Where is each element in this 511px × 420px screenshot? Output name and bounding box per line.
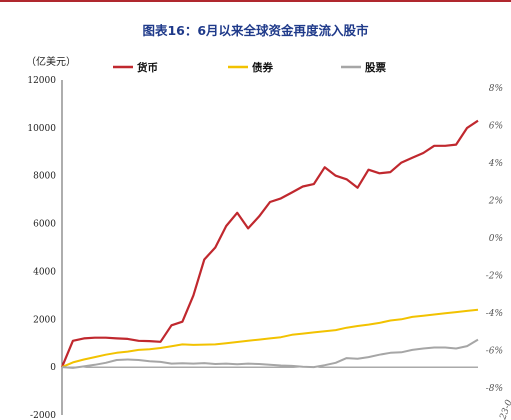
y2-tick-label: 0% [489, 234, 503, 244]
y2-tick-label: 8% [489, 84, 503, 94]
y-tick-label: 6000 [33, 220, 56, 230]
y2-tick-label: 2% [488, 197, 503, 207]
y-tick-label: 12000 [27, 76, 56, 86]
y2-tick-labels: -8% -6% -4% -2% 0% 2% 4% 6% 8% [486, 84, 503, 394]
y-tick-label: 4000 [33, 267, 56, 277]
y-axis-unit-label: （亿美元） [26, 55, 76, 68]
y2-tick-label: -6% [486, 347, 503, 357]
series-line [60, 119, 479, 368]
legend-label: 货币 [136, 61, 158, 74]
chart-title: 图表16：6月以来全球资金再度流入股市 [142, 23, 369, 38]
y2-tick-label: 4% [488, 159, 503, 169]
y-tick-labels: -2000 0 2000 4000 6000 8000 10000 12000 [27, 76, 56, 420]
series-line [61, 338, 479, 369]
series-lines [60, 119, 479, 369]
y-tick-label: 10000 [27, 124, 56, 134]
x-tick-label-partial: 23-0 [498, 398, 511, 420]
legend-label: 股票 [365, 62, 386, 74]
y2-tick-label: 6% [489, 122, 503, 132]
y2-tick-label: -4% [486, 309, 503, 319]
series-line [61, 308, 479, 369]
top-rule [0, 0, 511, 2]
legend-label: 债券 [252, 61, 273, 74]
legend: 货币 债券 股票 [113, 61, 386, 74]
y2-tick-label: -8% [486, 384, 503, 394]
y-tick-label: 8000 [33, 172, 56, 182]
y-tick-label: 2000 [33, 315, 56, 325]
y2-tick-label: -2% [486, 272, 503, 282]
y-tick-label: 0 [50, 363, 56, 373]
y-tick-label: -2000 [30, 411, 56, 420]
